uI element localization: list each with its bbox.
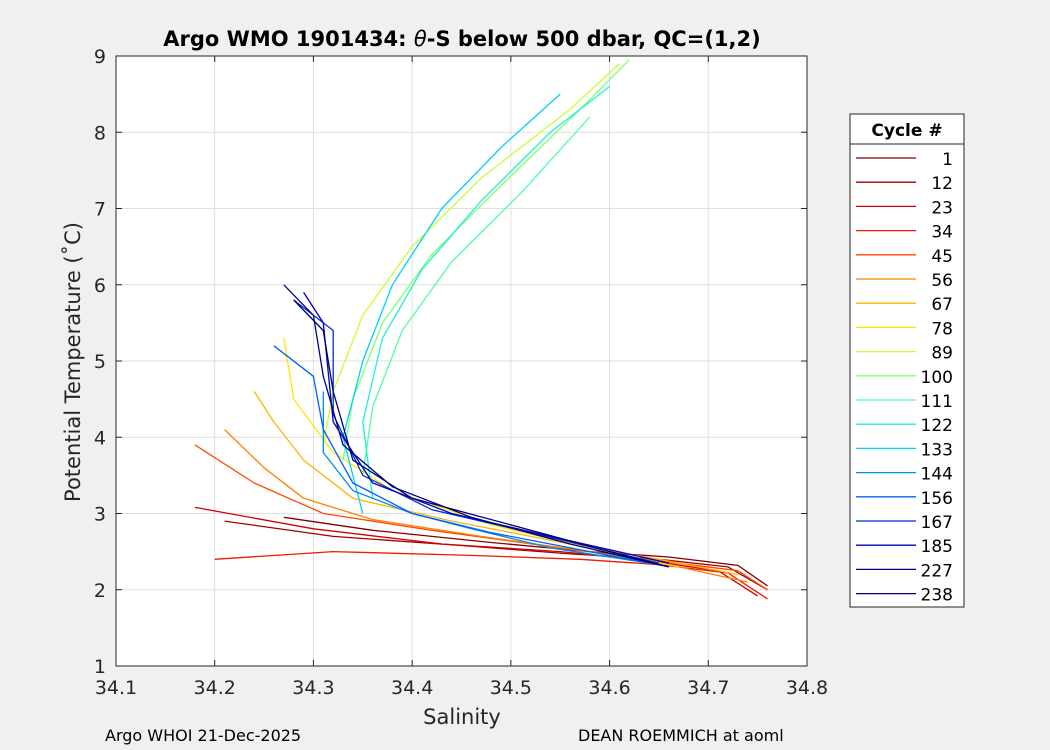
legend-label: 122 — [921, 416, 953, 436]
legend-label: 111 — [921, 392, 953, 412]
y-tick-labels: 1 2 3 4 5 6 7 8 9 — [94, 46, 106, 678]
y-tick-label: 8 — [94, 122, 106, 144]
legend-title: Cycle # — [871, 121, 942, 141]
legend-label: 227 — [921, 561, 953, 581]
legend-label: 100 — [921, 368, 953, 388]
y-tick-label: 6 — [94, 275, 106, 297]
title-prefix: Argo WMO 1901434: — [163, 27, 414, 51]
theta-s-chart: 34.1 34.2 34.3 34.4 34.5 34.6 34.7 34.8 1234567… — [0, 0, 1050, 750]
legend-label: 1 — [942, 150, 953, 170]
x-axis-label: Salinity — [423, 705, 501, 729]
legend-label: 133 — [921, 440, 953, 460]
legend-label: 12 — [931, 174, 953, 194]
x-tick-label: 34.5 — [490, 677, 532, 699]
y-tick-label: 7 — [94, 199, 106, 221]
y-tick-label: 5 — [94, 351, 106, 373]
x-tick-label: 34.1 — [95, 677, 137, 699]
legend-label: 238 — [921, 586, 953, 606]
title-suffix: -S below 500 dbar, QC=(1,2) — [427, 27, 761, 51]
footer-right: DEAN ROEMMICH at aoml — [578, 726, 784, 745]
y-tick-label: 2 — [94, 580, 106, 602]
legend: Cycle # 1 12 23 34 45 56 67 78 89 100 111 122 133 144… — [850, 114, 964, 607]
legend-label: 167 — [921, 513, 953, 533]
legend-label: 45 — [931, 247, 953, 267]
legend-label: 78 — [931, 319, 953, 339]
x-tick-label: 34.7 — [687, 677, 729, 699]
x-tick-label: 34.8 — [786, 677, 828, 699]
y-tick-label: 1 — [94, 656, 106, 678]
legend-label: 89 — [931, 344, 953, 364]
x-tick-label: 34.4 — [391, 677, 433, 699]
legend-label: 23 — [931, 198, 953, 218]
y-tick-label: 3 — [94, 504, 106, 526]
title-theta-symbol: θ — [414, 27, 427, 51]
legend-label: 185 — [921, 537, 953, 557]
legend-label: 144 — [921, 465, 953, 485]
y-tick-label: 9 — [94, 46, 106, 68]
x-tick-label: 34.3 — [292, 677, 334, 699]
legend-label: 67 — [931, 295, 953, 315]
x-tick-label: 34.2 — [194, 677, 236, 699]
legend-label: 34 — [931, 223, 953, 243]
legend-label: 56 — [931, 271, 953, 291]
y-axis-label: Potential Temperature (˚C) — [61, 222, 85, 502]
chart-title: Argo WMO 1901434: θ-S below 500 dbar, QC… — [163, 27, 760, 51]
x-tick-label: 34.6 — [588, 677, 630, 699]
legend-label: 156 — [921, 489, 953, 509]
footer-left: Argo WHOI 21-Dec-2025 — [105, 726, 301, 745]
y-tick-label: 4 — [94, 427, 106, 449]
